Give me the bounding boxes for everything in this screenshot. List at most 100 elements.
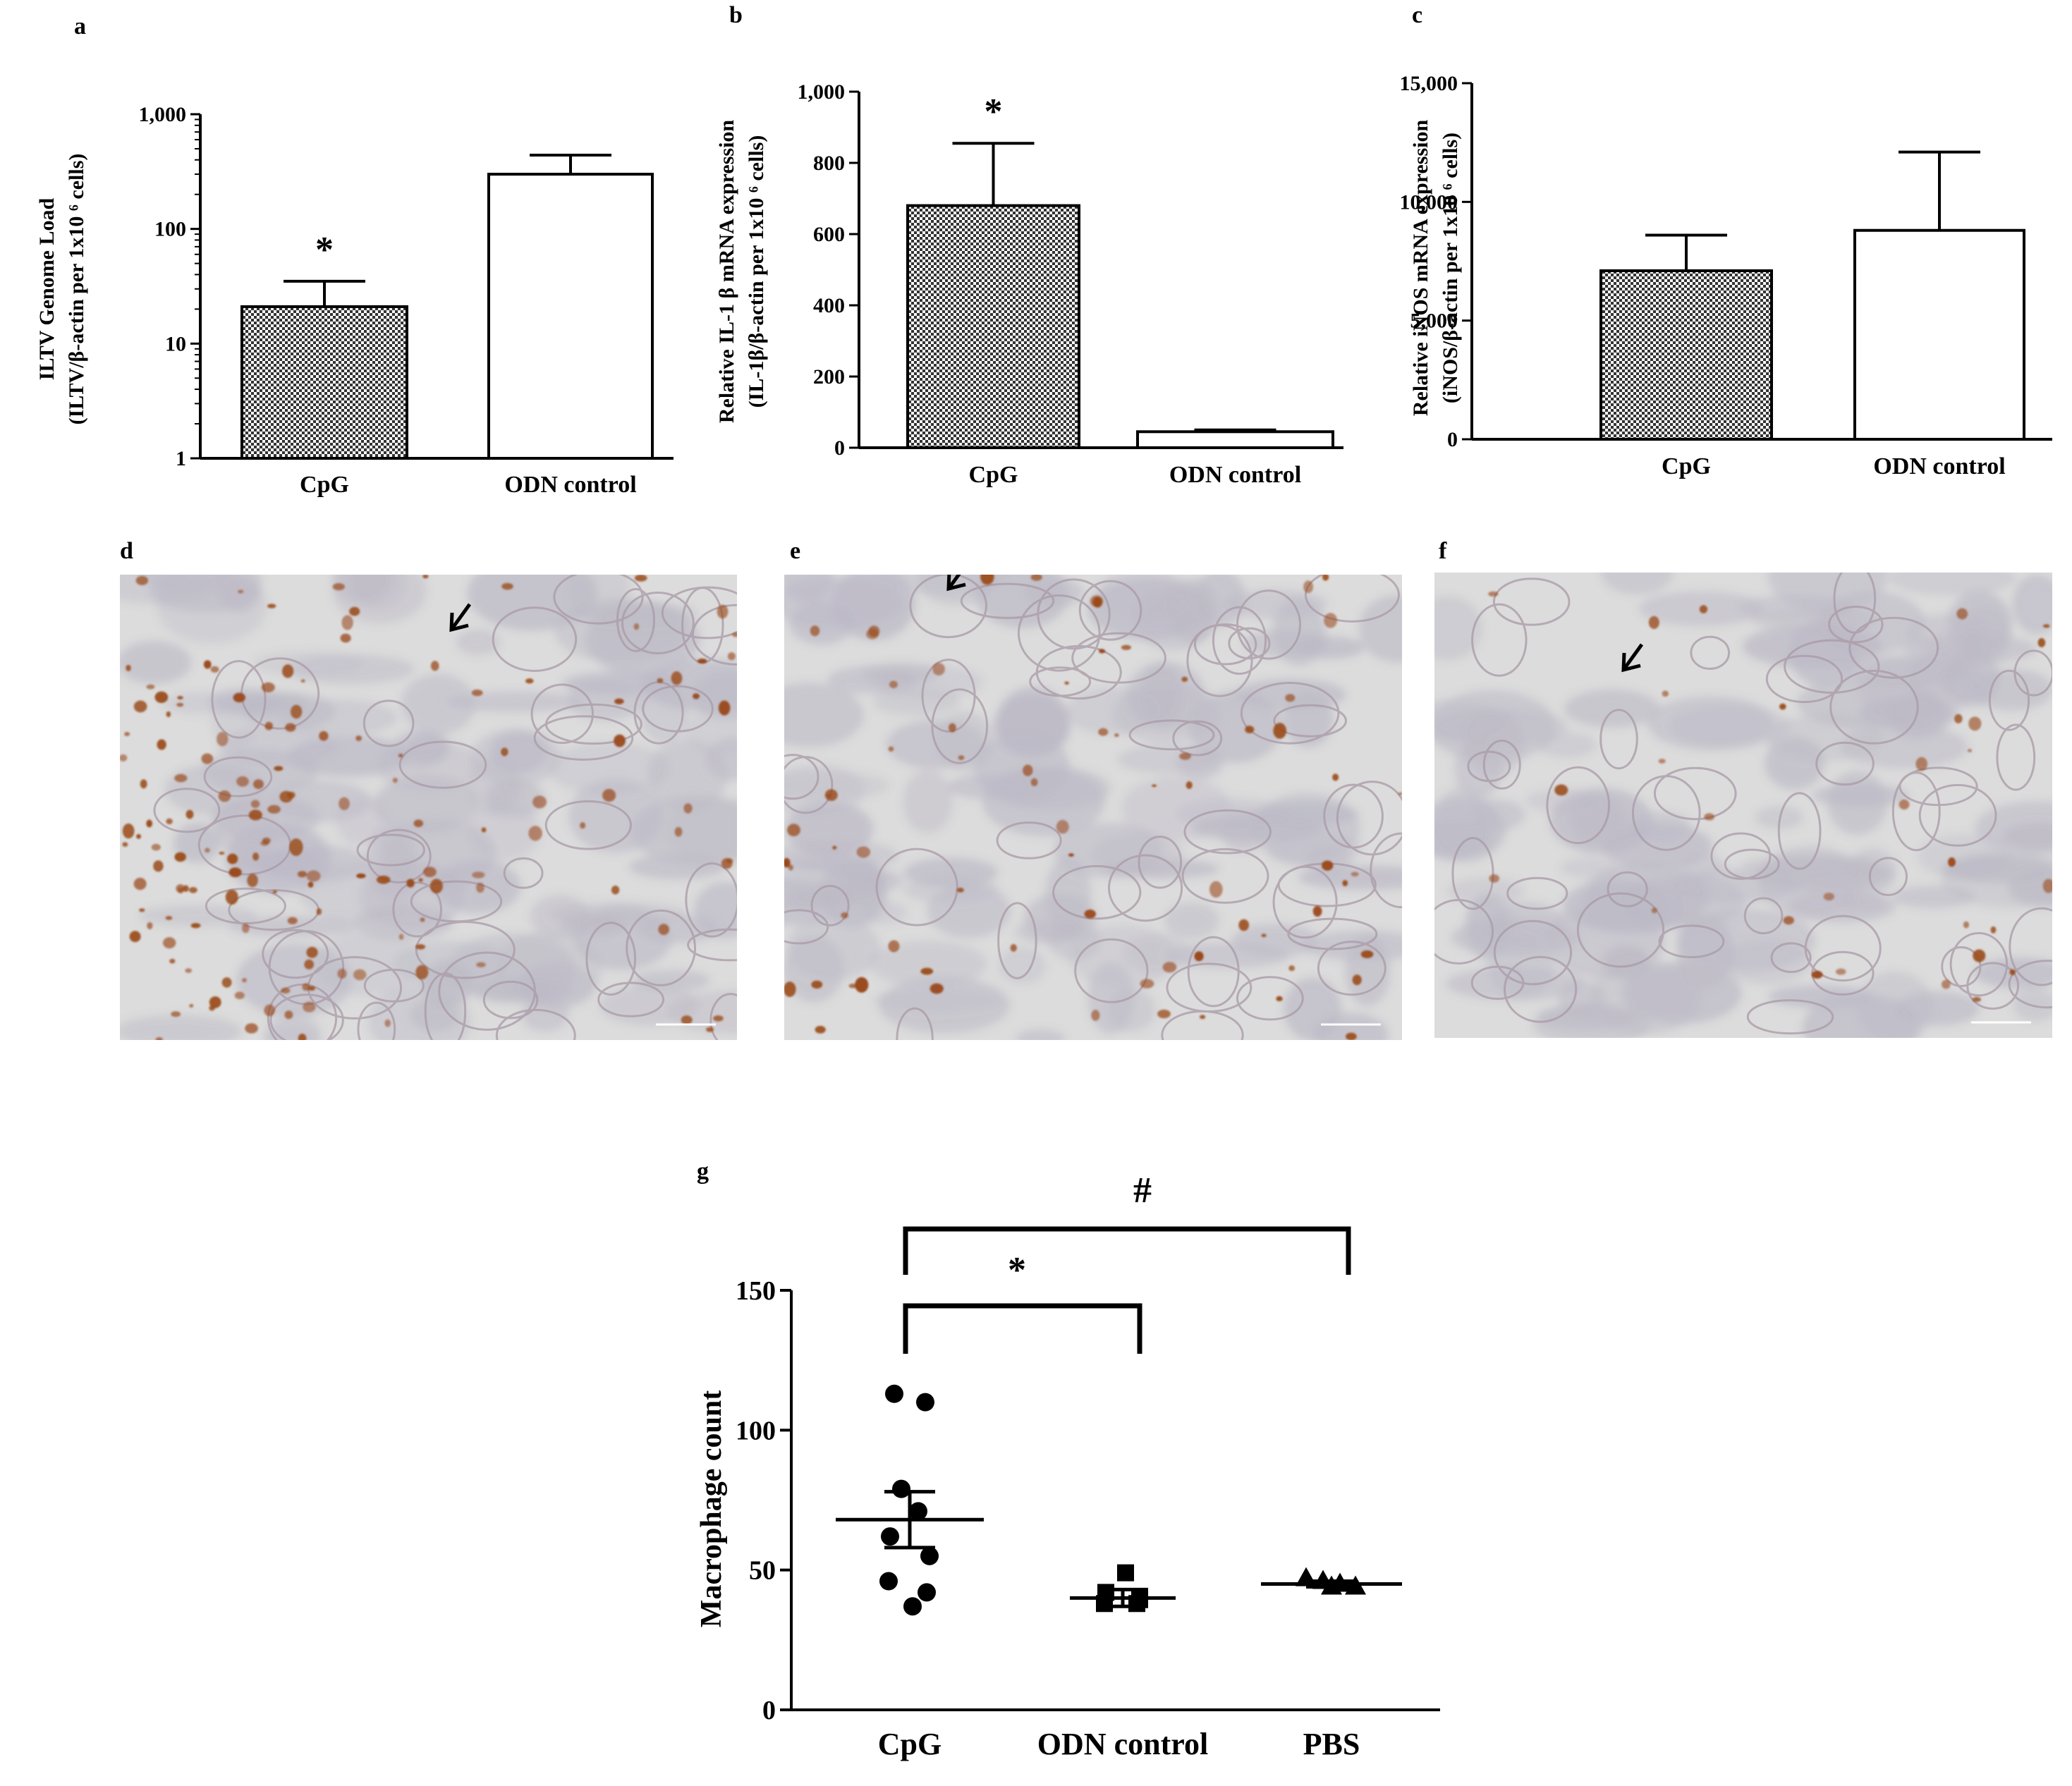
panel-letter-d: d bbox=[120, 538, 133, 564]
tissue-patch bbox=[332, 575, 427, 624]
alveolus bbox=[1323, 783, 1384, 849]
alveolus bbox=[438, 951, 537, 1031]
stained-cell bbox=[614, 734, 626, 747]
alveolus bbox=[1949, 931, 2009, 997]
stained-cell bbox=[848, 983, 858, 989]
stained-cell bbox=[718, 700, 731, 716]
stained-cell bbox=[476, 962, 486, 967]
data-point bbox=[879, 1572, 898, 1591]
alveolus bbox=[1506, 876, 1568, 910]
tissue-patch bbox=[1048, 922, 1101, 960]
bar-odn-control bbox=[1136, 430, 1334, 450]
tissue-patch bbox=[410, 998, 459, 1032]
stained-cell bbox=[1942, 979, 1951, 989]
stained-cell bbox=[162, 937, 176, 949]
stained-cell bbox=[1064, 681, 1069, 685]
stained-cell bbox=[727, 652, 736, 661]
alveolus bbox=[661, 586, 737, 640]
y-tick-label: 1 bbox=[176, 447, 186, 470]
tissue-patch bbox=[1767, 573, 1888, 613]
stained-cell bbox=[1836, 968, 1846, 975]
stained-cell bbox=[297, 871, 307, 878]
tissue-patch bbox=[1188, 691, 1283, 763]
alveolus bbox=[996, 821, 1062, 860]
panel-letter-a: a bbox=[74, 13, 86, 39]
stained-cell bbox=[146, 819, 153, 828]
tissue-patch bbox=[1164, 942, 1290, 969]
stained-cell bbox=[415, 944, 426, 950]
stained-cell bbox=[298, 1034, 307, 1040]
tissue-patch bbox=[878, 977, 1011, 1034]
stained-cell bbox=[253, 779, 264, 789]
alveolus bbox=[1240, 681, 1340, 745]
stained-cell bbox=[306, 946, 318, 958]
tissue-patch bbox=[1164, 902, 1219, 939]
alveolus bbox=[153, 788, 221, 833]
data-point bbox=[909, 1502, 927, 1521]
alveolus bbox=[262, 929, 329, 979]
alveolus bbox=[1815, 741, 1875, 786]
alveolus bbox=[875, 848, 958, 926]
tissue-patch bbox=[120, 1015, 242, 1040]
stained-cell bbox=[210, 666, 219, 673]
stained-cell bbox=[1312, 905, 1322, 917]
alveolus bbox=[896, 1007, 934, 1040]
tissue-patch bbox=[784, 764, 865, 818]
stained-cell bbox=[1098, 649, 1106, 654]
stained-cell bbox=[868, 625, 880, 637]
stained-cell bbox=[634, 575, 647, 582]
alveolus bbox=[1052, 864, 1142, 920]
stained-cell bbox=[1238, 919, 1249, 931]
stained-cell bbox=[153, 860, 164, 872]
alveolus bbox=[363, 968, 425, 1003]
stained-cell bbox=[674, 826, 683, 837]
alveolus bbox=[362, 699, 415, 747]
stained-cell bbox=[832, 845, 837, 850]
tissue-patch bbox=[1016, 1029, 1066, 1040]
stained-cell bbox=[1963, 921, 1970, 929]
stained-cell bbox=[122, 823, 135, 839]
stained-cell bbox=[1899, 799, 1910, 810]
tissue-patch bbox=[406, 731, 451, 764]
stained-cell bbox=[413, 819, 424, 828]
stained-cell bbox=[267, 604, 276, 608]
stained-cell bbox=[1098, 728, 1109, 736]
stained-cell bbox=[332, 582, 345, 591]
alveolus bbox=[1599, 709, 1638, 770]
alveolus bbox=[1503, 955, 1578, 1023]
alveolus bbox=[1653, 766, 1737, 821]
stained-cell bbox=[956, 888, 964, 893]
stained-cell bbox=[1360, 950, 1374, 958]
stained-cell bbox=[1030, 778, 1038, 786]
stain-layer bbox=[120, 575, 737, 1040]
stained-cell bbox=[353, 969, 367, 981]
data-point bbox=[885, 1384, 903, 1403]
alveolus bbox=[597, 981, 665, 1017]
bar-chart-c: Relative iNOS mRNA expression (iNOS/β-ac… bbox=[1400, 72, 2052, 479]
alveolus bbox=[1183, 809, 1272, 855]
alveolus bbox=[621, 592, 695, 654]
alveolus bbox=[1228, 627, 1271, 660]
alveolus bbox=[1607, 871, 1648, 907]
stained-cell bbox=[671, 671, 683, 685]
stained-cell bbox=[398, 753, 403, 758]
stained-cell bbox=[1342, 880, 1348, 886]
y-axis-label-c-line1: Relative iNOS mRNA expression bbox=[1409, 120, 1432, 417]
tissue-patch bbox=[784, 936, 844, 1003]
alveolus bbox=[1317, 941, 1387, 996]
alveolus bbox=[503, 857, 544, 889]
alveolus bbox=[203, 756, 273, 797]
panel-letter-f: f bbox=[1439, 538, 1447, 564]
stained-cell bbox=[1972, 996, 1981, 1003]
panel-letter-c: c bbox=[1412, 2, 1422, 28]
stained-cell bbox=[290, 704, 303, 719]
panel-letter-g: g bbox=[697, 1158, 709, 1185]
stained-cell bbox=[233, 692, 246, 703]
tissue-patch bbox=[694, 881, 737, 939]
stained-cell bbox=[303, 1001, 316, 1013]
stained-cell bbox=[205, 848, 210, 853]
alveolus bbox=[366, 828, 432, 883]
stained-cell bbox=[920, 967, 934, 975]
stained-cell bbox=[169, 958, 176, 964]
stained-cell bbox=[784, 857, 791, 868]
